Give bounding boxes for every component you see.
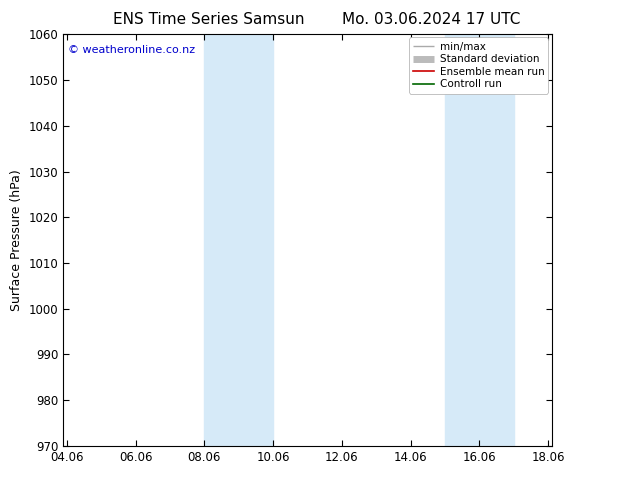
Text: © weatheronline.co.nz: © weatheronline.co.nz — [68, 45, 195, 54]
Legend: min/max, Standard deviation, Ensemble mean run, Controll run: min/max, Standard deviation, Ensemble me… — [410, 37, 548, 94]
Text: ENS Time Series Samsun: ENS Time Series Samsun — [113, 12, 305, 27]
Text: Mo. 03.06.2024 17 UTC: Mo. 03.06.2024 17 UTC — [342, 12, 521, 27]
Bar — [445, 34, 514, 446]
Y-axis label: Surface Pressure (hPa): Surface Pressure (hPa) — [10, 169, 23, 311]
Bar — [204, 34, 273, 446]
